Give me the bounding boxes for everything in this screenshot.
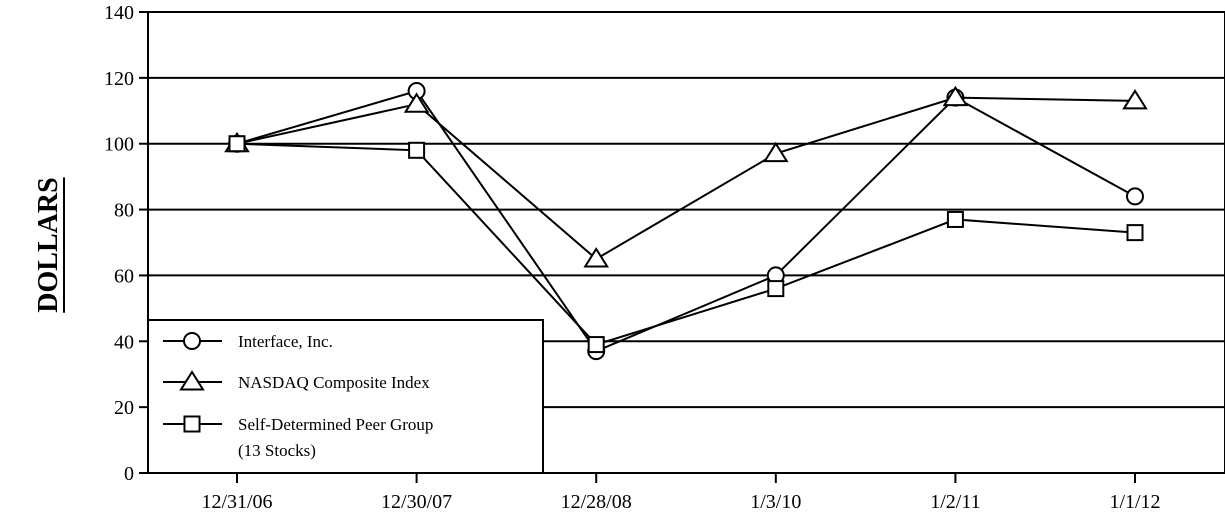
- square-point: [228, 135, 246, 153]
- legend: Interface, Inc. NASDAQ Composite Index Sel…: [147, 319, 544, 474]
- legend-items: Interface, Inc. NASDAQ Composite Index Sel…: [163, 332, 433, 460]
- legend-label: Self-Determined Peer Group: [238, 415, 433, 434]
- square-point: [408, 141, 426, 159]
- series-circle: [228, 82, 1144, 361]
- series-square: [228, 135, 1144, 354]
- square-point: [767, 280, 785, 298]
- x-tick-label: 1/1/12: [1109, 491, 1160, 513]
- triangle-point: [403, 92, 430, 113]
- y-tick-label: 40: [114, 331, 134, 353]
- triangle-point: [942, 85, 969, 107]
- legend-label-line2: (13 Stocks): [238, 441, 316, 460]
- y-axis-label: DOLLARS: [33, 177, 64, 312]
- y-tick-label: 0: [124, 463, 134, 485]
- y-axis-title: DOLLARS: [33, 177, 65, 313]
- legend-label: Interface, Inc.: [238, 332, 333, 351]
- legend-item: Self-Determined Peer Group (13 Stocks): [163, 415, 433, 460]
- x-tick-label: 12/31/06: [201, 491, 272, 513]
- plot-frame: [147, 11, 1225, 474]
- circle-point: [1126, 187, 1144, 206]
- x-tick-label: 12/28/08: [561, 491, 632, 513]
- x-tick-label: 1/2/11: [930, 491, 980, 513]
- series-line: [236, 96, 1136, 261]
- square-point: [587, 336, 605, 354]
- y-axis-ticks: 0 20 40 60 80 100 120 140: [104, 2, 148, 485]
- series-line: [236, 142, 1136, 346]
- x-tick-label: 1/3/10: [750, 491, 801, 513]
- y-tick-label: 100: [104, 134, 134, 156]
- series-line: [236, 89, 1136, 353]
- legend-triangle-icon: [179, 370, 205, 391]
- legend-item: Interface, Inc.: [163, 332, 333, 351]
- y-tick-label: 140: [104, 2, 134, 24]
- legend-label: NASDAQ Composite Index: [238, 373, 430, 392]
- y-tick-label: 20: [114, 397, 134, 419]
- triangle-point: [1122, 89, 1148, 110]
- legend-box: [147, 319, 544, 474]
- square-point: [1126, 224, 1144, 242]
- legend-circle-icon: [183, 332, 201, 350]
- y-tick-label: 80: [114, 200, 134, 222]
- x-axis-ticks: 12/31/06 12/30/07 12/28/08 1/3/10 1/2/11 1/1/…: [201, 473, 1161, 513]
- square-point: [946, 210, 964, 228]
- x-tick-label: 12/30/07: [381, 491, 452, 513]
- legend-item: NASDAQ Composite Index: [163, 370, 430, 392]
- triangle-point: [583, 247, 610, 268]
- series-group: [224, 82, 1148, 361]
- y-tick-label: 60: [114, 265, 134, 287]
- legend-square-icon: [183, 415, 201, 433]
- triangle-point: [762, 141, 789, 163]
- series-triangle: [224, 85, 1148, 268]
- y-tick-label: 120: [104, 68, 134, 90]
